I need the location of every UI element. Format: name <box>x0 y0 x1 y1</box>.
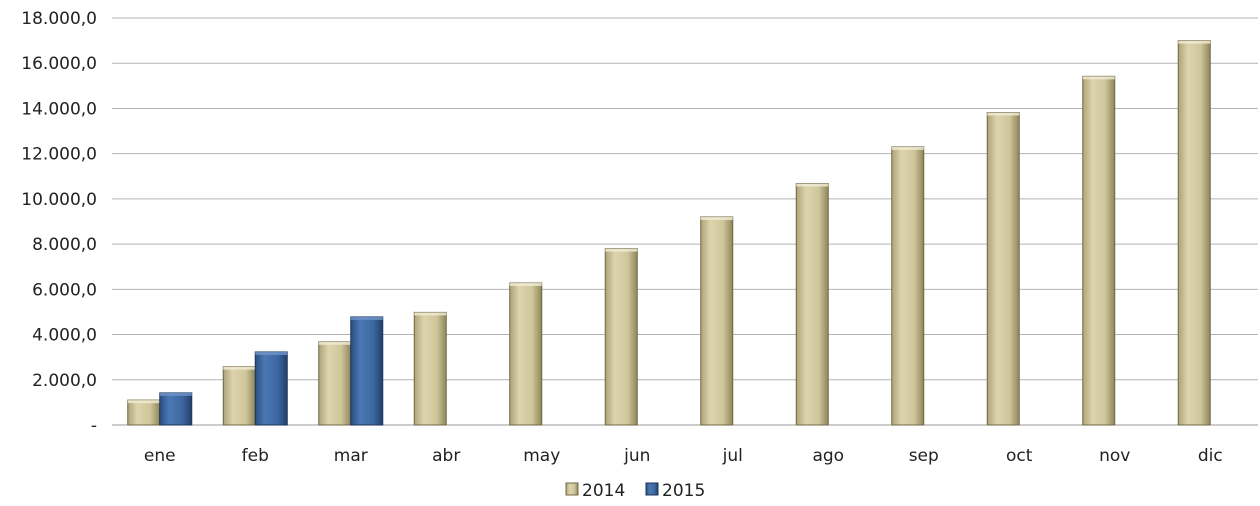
x-tick-label: sep <box>909 446 939 466</box>
bar-top-highlight <box>350 316 383 320</box>
bar-top-highlight <box>987 112 1020 116</box>
bar-2014-jun <box>604 248 638 426</box>
x-tick-label: feb <box>242 446 269 466</box>
bar-2014-abr <box>413 311 447 426</box>
bar-2014-mar <box>318 341 352 426</box>
x-tick-label: nov <box>1099 446 1130 466</box>
bar-2014-ago <box>795 183 829 426</box>
x-tick-label: mar <box>334 446 368 466</box>
x-tick-label: dic <box>1198 446 1223 466</box>
y-tick-label: 18.000,0 <box>21 9 97 29</box>
bar-top-highlight <box>1178 40 1211 44</box>
x-tick-label: ago <box>812 446 844 466</box>
legend-label: 2015 <box>662 481 705 501</box>
bar-top-highlight <box>796 183 829 187</box>
bar-2014-jul <box>700 216 734 426</box>
x-tick-label: abr <box>432 446 460 466</box>
y-tick-label: 2.000,0 <box>32 371 97 391</box>
bars <box>127 40 1211 426</box>
bar-top-highlight <box>891 146 924 150</box>
bar-top-highlight <box>255 351 288 355</box>
x-tick-label: oct <box>1006 446 1033 466</box>
y-tick-label: 12.000,0 <box>21 145 97 165</box>
bar-2015-feb <box>254 351 288 426</box>
bar-2014-sep <box>891 146 925 426</box>
bar-2014-dic <box>1177 40 1211 426</box>
legend-label: 2014 <box>582 481 625 501</box>
bar-top-highlight <box>509 283 542 287</box>
x-tick-label: ene <box>144 446 176 466</box>
bar-2014-ene <box>127 399 161 426</box>
y-tick-label: 10.000,0 <box>21 190 97 210</box>
bar-top-highlight <box>159 392 192 396</box>
bar-2014-oct <box>986 112 1020 426</box>
bar-2014-may <box>509 282 543 426</box>
bar-2015-mar <box>350 316 384 426</box>
x-tick-label: jun <box>623 446 650 466</box>
y-axis: - 2.000,0 4.000,0 6.000,0 8.000,0 10.000,0 12.… <box>21 9 97 436</box>
y-tick-label: - <box>91 416 97 436</box>
bar-2014-nov <box>1082 75 1116 426</box>
bar-2014-feb <box>222 366 256 426</box>
bar-top-highlight <box>605 248 638 252</box>
legend-swatch <box>565 482 579 496</box>
bar-top-highlight <box>700 216 733 220</box>
y-tick-label: 6.000,0 <box>32 280 97 300</box>
y-tick-label: 16.000,0 <box>21 54 97 74</box>
x-axis: ene feb mar abr may jun jul ago sep oct nov dic <box>144 446 1223 466</box>
y-tick-label: 14.000,0 <box>21 99 97 119</box>
bar-top-highlight <box>127 400 160 404</box>
y-tick-label: 4.000,0 <box>32 326 97 346</box>
legend-swatch <box>645 482 659 496</box>
bar-top-highlight <box>318 341 351 345</box>
bar-top-highlight <box>223 366 256 370</box>
bar-2015-ene <box>159 392 193 426</box>
x-tick-label: jul <box>722 446 743 466</box>
bar-top-highlight <box>1082 76 1115 80</box>
gridlines <box>112 17 1258 426</box>
legend: 2014 2015 <box>565 481 705 501</box>
y-tick-label: 8.000,0 <box>32 235 97 255</box>
x-tick-label: may <box>523 446 560 466</box>
bar-top-highlight <box>414 312 447 316</box>
